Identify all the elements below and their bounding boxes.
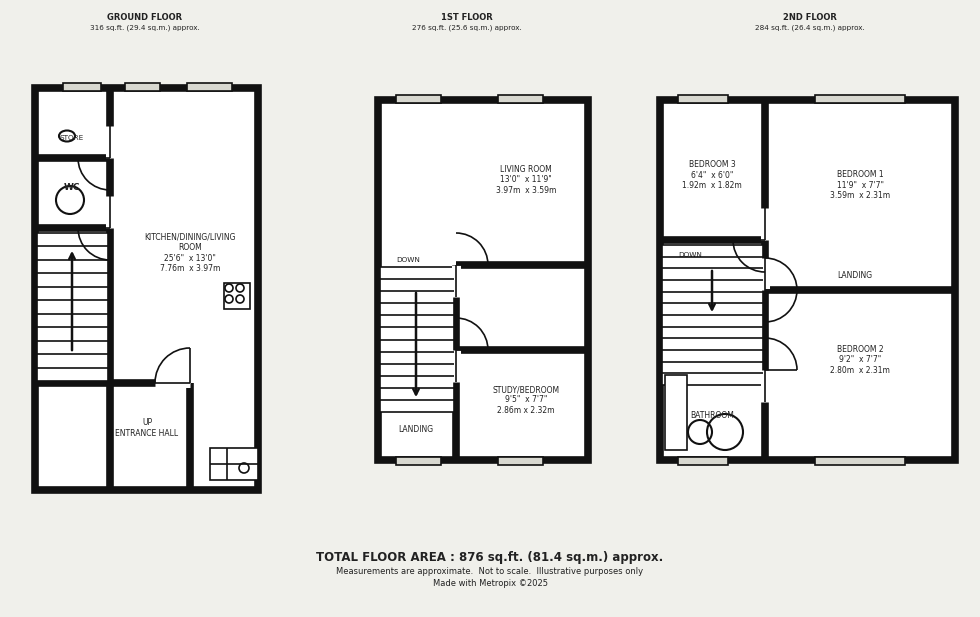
Bar — [125, 83, 160, 91]
Text: LANDING: LANDING — [399, 426, 433, 434]
Bar — [815, 457, 905, 465]
Text: Made with Metropix ©2025: Made with Metropix ©2025 — [432, 579, 548, 587]
Text: STUDY/BEDROOM
9'5"  x 7'7"
2.86m x 2.32m: STUDY/BEDROOM 9'5" x 7'7" 2.86m x 2.32m — [492, 385, 560, 415]
Bar — [396, 457, 441, 465]
Text: BATHROOM: BATHROOM — [690, 410, 734, 420]
Bar — [220, 248, 253, 403]
Bar — [498, 95, 543, 103]
Bar — [662, 245, 763, 385]
Bar — [210, 448, 258, 480]
Text: Measurements are approximate.  Not to scale.  Illustrative purposes only: Measurements are approximate. Not to sca… — [336, 568, 644, 576]
Bar — [378, 100, 588, 460]
Bar — [665, 375, 687, 450]
Bar — [396, 95, 441, 103]
Bar — [678, 457, 728, 465]
Text: STORE: STORE — [60, 135, 84, 141]
Bar — [660, 100, 955, 460]
Text: BEDROOM 2
9'2"  x 7'7"
2.80m  x 2.31m: BEDROOM 2 9'2" x 7'7" 2.80m x 2.31m — [830, 345, 890, 375]
Text: WC: WC — [64, 183, 80, 193]
Text: 1ST FLOOR: 1ST FLOOR — [441, 14, 493, 22]
Text: UP
ENTRANCE HALL: UP ENTRANCE HALL — [116, 418, 178, 437]
Text: 316 sq.ft. (29.4 sq.m.) approx.: 316 sq.ft. (29.4 sq.m.) approx. — [90, 25, 200, 31]
Bar — [498, 457, 543, 465]
Bar — [35, 88, 258, 490]
Bar — [678, 95, 728, 103]
Text: DOWN: DOWN — [396, 257, 420, 263]
Text: BEDROOM 1
11'9"  x 7'7"
3.59m  x 2.31m: BEDROOM 1 11'9" x 7'7" 3.59m x 2.31m — [830, 170, 890, 200]
Bar — [380, 267, 454, 412]
Bar — [187, 83, 232, 91]
Text: GROUND FLOOR: GROUND FLOOR — [108, 14, 182, 22]
Text: TOTAL FLOOR AREA : 876 sq.ft. (81.4 sq.m.) approx.: TOTAL FLOOR AREA : 876 sq.ft. (81.4 sq.m… — [317, 552, 663, 565]
Bar — [224, 283, 250, 309]
Text: DOWN: DOWN — [678, 252, 702, 258]
Bar — [815, 95, 905, 103]
Bar — [37, 233, 108, 381]
Text: BEDROOM 3
6'4"  x 6'0"
1.92m  x 1.82m: BEDROOM 3 6'4" x 6'0" 1.92m x 1.82m — [682, 160, 742, 190]
Bar — [63, 83, 101, 91]
Text: 284 sq.ft. (26.4 sq.m.) approx.: 284 sq.ft. (26.4 sq.m.) approx. — [756, 25, 865, 31]
Text: LANDING: LANDING — [838, 270, 872, 280]
Text: LIVING ROOM
13'0"  x 11'9"
3.97m  x 3.59m: LIVING ROOM 13'0" x 11'9" 3.97m x 3.59m — [496, 165, 557, 195]
Text: KITCHEN/DINING/LIVING
ROOM
25'6"  x 13'0"
7.76m  x 3.97m: KITCHEN/DINING/LIVING ROOM 25'6" x 13'0"… — [144, 233, 236, 273]
Text: 2ND FLOOR: 2ND FLOOR — [783, 14, 837, 22]
Text: 276 sq.ft. (25.6 sq.m.) approx.: 276 sq.ft. (25.6 sq.m.) approx. — [413, 25, 522, 31]
